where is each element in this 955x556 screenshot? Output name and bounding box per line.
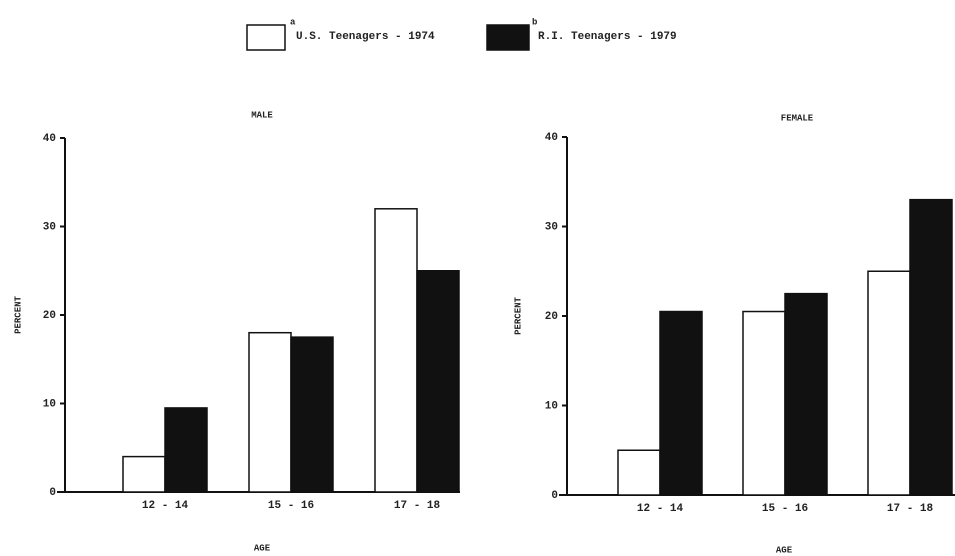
x-axis-label: AGE bbox=[776, 545, 793, 555]
bar bbox=[248, 331, 292, 493]
chart-title: FEMALE bbox=[781, 113, 814, 123]
x-tick-label: 15 - 16 bbox=[268, 500, 314, 512]
bar bbox=[164, 407, 208, 493]
y-axis-label: PERCENT bbox=[13, 296, 23, 334]
bar bbox=[374, 208, 418, 493]
legend-label: U.S. Teenagers - 1974 bbox=[296, 31, 435, 43]
y-tick-label: 20 bbox=[43, 310, 56, 322]
x-tick-label: 17 - 18 bbox=[394, 500, 441, 512]
legend-superscript: b bbox=[532, 17, 537, 27]
y-axis-label: PERCENT bbox=[513, 297, 523, 335]
y-tick-label: 10 bbox=[545, 400, 558, 412]
bar bbox=[290, 336, 334, 493]
y-tick-label: 30 bbox=[545, 221, 558, 233]
x-tick-label: 12 - 14 bbox=[142, 500, 189, 512]
bar bbox=[742, 310, 786, 496]
x-axis-label: AGE bbox=[254, 543, 271, 553]
chart-title: MALE bbox=[251, 110, 273, 120]
y-tick-label: 10 bbox=[43, 398, 56, 410]
bar bbox=[784, 292, 828, 496]
y-tick-label: 40 bbox=[43, 133, 56, 145]
x-tick-label: 15 - 16 bbox=[762, 503, 808, 515]
legend-swatch bbox=[246, 24, 286, 51]
y-tick-label: 20 bbox=[545, 311, 558, 323]
legend-label: R.I. Teenagers - 1979 bbox=[538, 31, 677, 43]
bar bbox=[617, 449, 661, 496]
bar bbox=[659, 310, 703, 496]
x-tick-label: 12 - 14 bbox=[637, 503, 684, 515]
bar bbox=[867, 270, 911, 496]
x-tick-label: 17 - 18 bbox=[887, 503, 934, 515]
y-tick-label: 40 bbox=[545, 132, 558, 144]
bar bbox=[909, 198, 953, 496]
legend-swatch bbox=[486, 24, 530, 51]
bar bbox=[416, 270, 460, 493]
bar bbox=[122, 455, 166, 493]
y-tick-label: 0 bbox=[551, 490, 558, 502]
legend-superscript: a bbox=[290, 17, 296, 27]
y-tick-label: 0 bbox=[49, 487, 56, 499]
y-tick-label: 30 bbox=[43, 221, 56, 233]
